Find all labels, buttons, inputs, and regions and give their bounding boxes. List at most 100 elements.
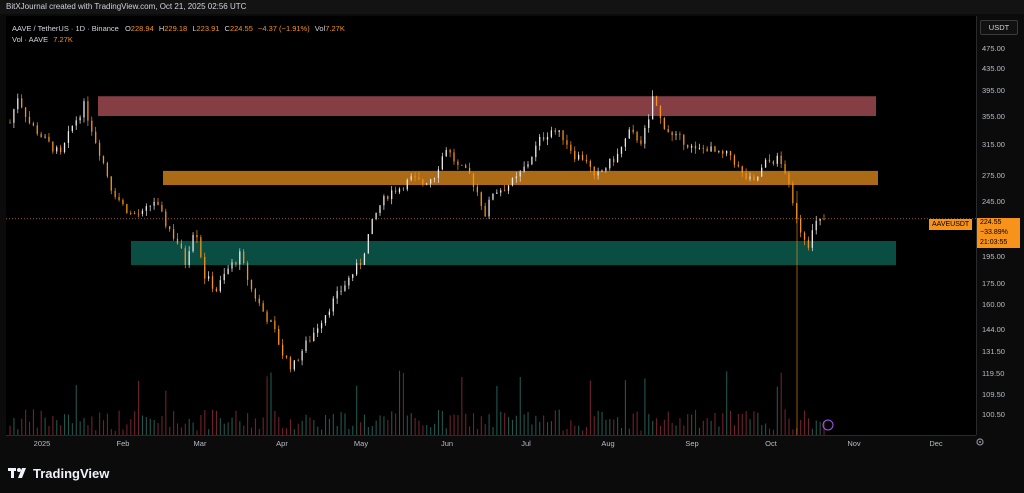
volume-bar xyxy=(278,417,280,435)
candle xyxy=(616,153,619,163)
currency-button[interactable]: USDT xyxy=(980,20,1018,35)
price-tick-label: 160.00 xyxy=(982,300,1005,309)
volume-bar xyxy=(523,414,525,435)
candle xyxy=(698,147,701,149)
price-tick-label: 355.00 xyxy=(982,112,1005,121)
candle xyxy=(550,130,553,137)
volume-bar xyxy=(539,421,541,435)
tradingview-logo-icon xyxy=(8,468,26,478)
candle xyxy=(297,360,299,362)
candle xyxy=(28,116,31,124)
bar-countdown: 21:03:55 xyxy=(980,239,1008,246)
candle xyxy=(500,190,502,193)
volume-bar xyxy=(91,416,93,435)
volume-bar xyxy=(414,417,416,435)
volume-bar xyxy=(465,413,467,435)
candle xyxy=(219,280,221,292)
volume-bar xyxy=(504,412,506,435)
candle xyxy=(258,298,260,304)
price-chart[interactable] xyxy=(6,16,976,435)
candle xyxy=(519,171,521,177)
volume-bar xyxy=(469,426,471,435)
candle xyxy=(371,218,373,235)
volume-series-label: Vol · AAVE xyxy=(12,35,49,44)
time-axis[interactable]: 2025 Feb Mar Apr May Jun Jul Aug Sep Oct Nov Dec xyxy=(6,435,976,450)
candle xyxy=(305,340,307,351)
volume-bar xyxy=(402,372,404,435)
volume-bar xyxy=(430,427,432,435)
volume-value: 7.27K xyxy=(325,24,345,33)
candle xyxy=(83,101,85,118)
volume-bar xyxy=(702,420,704,435)
gear-icon[interactable] xyxy=(975,437,985,447)
volume-bar xyxy=(691,414,693,435)
candle xyxy=(223,273,225,281)
candle xyxy=(387,196,389,200)
candle xyxy=(437,169,440,179)
volume-bar xyxy=(13,418,15,435)
candle xyxy=(91,120,93,132)
volume-bar xyxy=(52,416,54,435)
candle xyxy=(803,232,806,240)
volume-bar xyxy=(745,411,747,435)
volume-bar xyxy=(546,422,549,435)
volume-bar xyxy=(305,414,307,435)
candle xyxy=(13,109,15,123)
volume-bar xyxy=(679,418,681,435)
volume-bar xyxy=(215,410,218,435)
volume-bar xyxy=(667,411,669,435)
volume-bar xyxy=(457,415,459,435)
volume-bar xyxy=(231,417,233,435)
candle xyxy=(441,156,443,170)
candle xyxy=(624,138,627,147)
volume-bar xyxy=(566,428,568,435)
candle xyxy=(507,185,510,191)
candle xyxy=(211,276,214,289)
candle xyxy=(807,239,810,248)
volume-bar xyxy=(601,411,603,435)
last-price-change: −33.89% xyxy=(980,229,1008,236)
volume-bar xyxy=(192,422,194,435)
price-tick-label: 275.00 xyxy=(982,171,1005,180)
last-price-value: 224.55 xyxy=(980,219,1002,226)
candle xyxy=(227,268,229,274)
open-value: 228.94 xyxy=(130,24,154,33)
volume-bar xyxy=(243,425,245,435)
candle xyxy=(110,176,112,191)
volume-bar xyxy=(593,416,595,435)
candle xyxy=(313,332,315,342)
volume-bar xyxy=(605,419,607,435)
candle xyxy=(484,205,486,217)
volume-bar xyxy=(321,429,323,435)
volume-bar xyxy=(99,412,101,435)
candle xyxy=(710,146,712,152)
volume-bar xyxy=(44,417,46,435)
volume-bar xyxy=(589,380,591,435)
candle xyxy=(17,98,19,110)
volume-bar xyxy=(531,424,533,435)
chart-pane[interactable]: AAVE / TetherUS · 1D · Binance O228.94 H… xyxy=(6,16,976,435)
candle xyxy=(266,311,268,322)
candle xyxy=(169,226,171,230)
symbol-legend: AAVE / TetherUS · 1D · Binance O228.94 H… xyxy=(12,24,345,33)
candle xyxy=(753,176,755,181)
candle xyxy=(293,360,295,370)
volume-bar xyxy=(597,410,599,435)
volume-bar xyxy=(36,427,38,435)
support-zone xyxy=(131,240,896,266)
resistance-zone xyxy=(98,96,876,116)
volume-bar xyxy=(418,420,420,435)
candle xyxy=(184,248,186,265)
volume-bar xyxy=(570,420,572,435)
candle xyxy=(577,154,580,160)
volume-bar xyxy=(204,410,206,435)
volume-bar xyxy=(558,409,560,435)
volume-bar xyxy=(114,430,116,435)
candle xyxy=(589,161,591,167)
candle xyxy=(737,164,739,167)
candle xyxy=(398,188,401,193)
volume-bar xyxy=(83,418,85,435)
candle xyxy=(570,144,572,151)
volume-bar xyxy=(804,410,806,435)
volume-bar xyxy=(449,415,451,435)
